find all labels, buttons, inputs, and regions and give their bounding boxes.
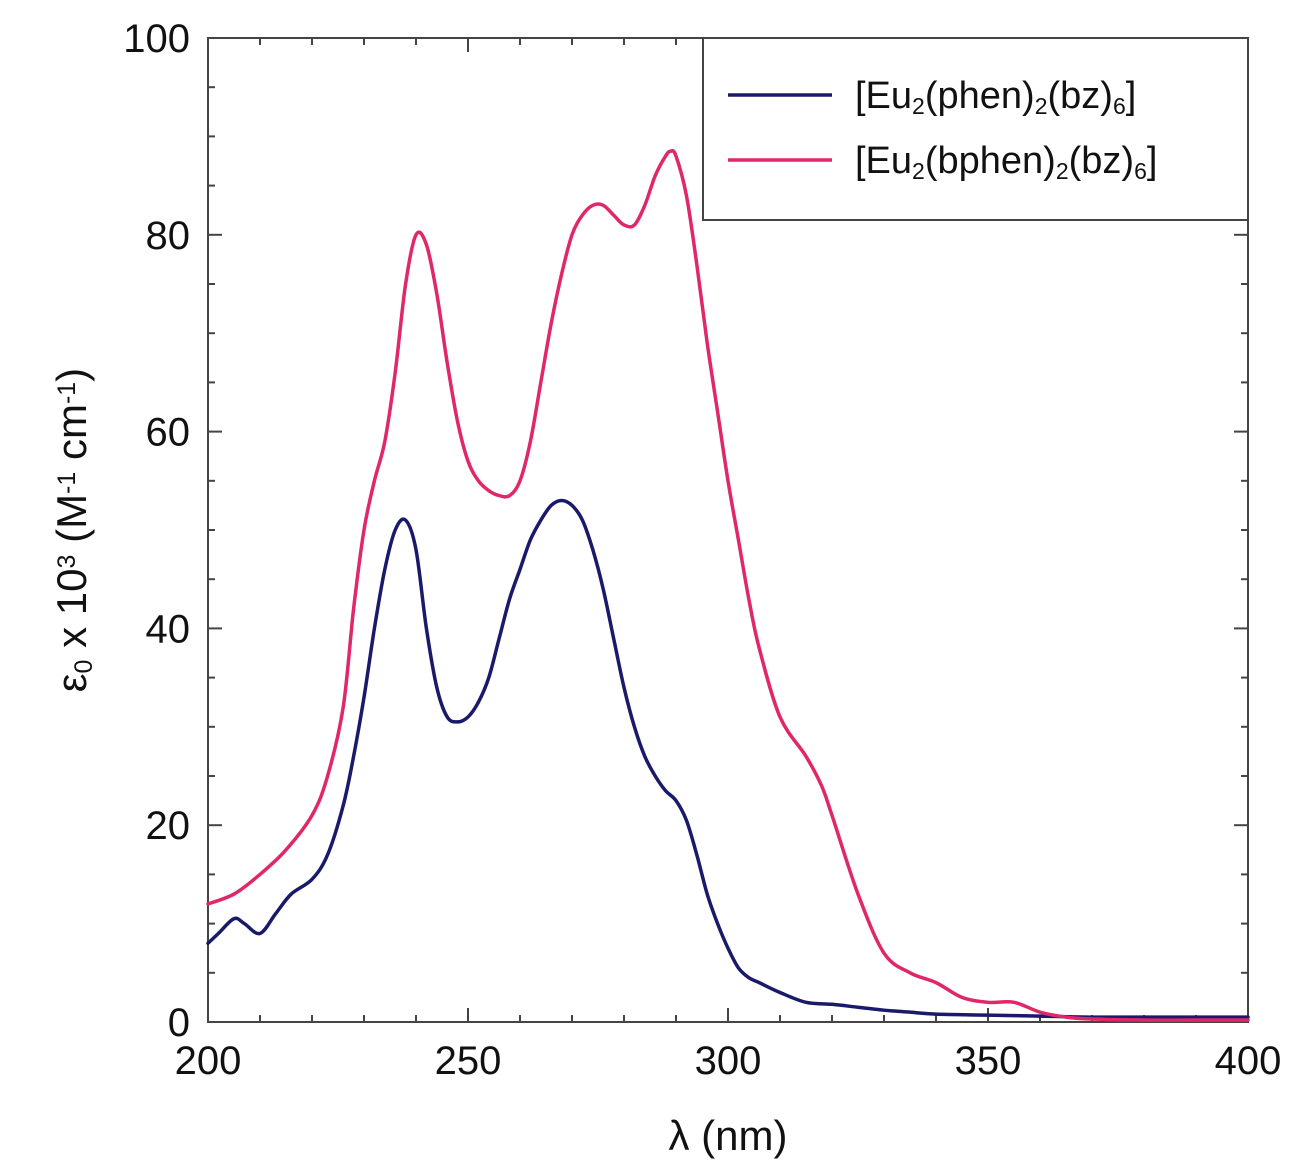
label-part: -1 bbox=[53, 382, 81, 404]
x-tick-label: 350 bbox=[955, 1039, 1022, 1083]
label-part: 2 bbox=[912, 158, 925, 184]
label-part: ε bbox=[48, 673, 95, 692]
y-axis-title: ε0 x 103 (M-1 cm-1) bbox=[48, 368, 98, 692]
label-part: cm bbox=[48, 404, 95, 472]
x-axis-title: λ (nm) bbox=[669, 1112, 788, 1159]
series-lines bbox=[206, 149, 1250, 1022]
label-part: 6 bbox=[1134, 158, 1147, 184]
label-part: 2 bbox=[912, 93, 925, 119]
legend-box bbox=[702, 37, 1249, 221]
label-part: ) bbox=[48, 368, 95, 382]
label-part: -1 bbox=[53, 472, 81, 494]
label-part: 2 bbox=[1056, 158, 1069, 184]
label-part: (M bbox=[48, 494, 95, 555]
y-tick-label: 0 bbox=[168, 1001, 190, 1045]
label-part: 3 bbox=[53, 555, 81, 569]
label-part: [Eu bbox=[855, 140, 912, 182]
label-part: (bphen) bbox=[925, 140, 1056, 182]
x-tick-label: 300 bbox=[695, 1039, 762, 1083]
series-line-1 bbox=[206, 149, 1250, 1022]
legend: [Eu2(phen)2(bz)6][Eu2(bphen)2(bz)6] bbox=[702, 37, 1249, 221]
label-part: ] bbox=[1126, 75, 1137, 117]
label-part: x 10 bbox=[48, 568, 95, 659]
y-tick-label: 40 bbox=[146, 607, 191, 651]
label-part: [Eu bbox=[855, 75, 912, 117]
label-part: ] bbox=[1147, 140, 1158, 182]
x-tick-label: 400 bbox=[1215, 1039, 1282, 1083]
label-part: 6 bbox=[1113, 93, 1126, 119]
x-tick-label: 250 bbox=[435, 1039, 502, 1083]
y-tick-label: 80 bbox=[146, 214, 191, 258]
series-line-0 bbox=[206, 498, 1250, 1019]
x-tick-label: 200 bbox=[175, 1039, 242, 1083]
y-tick-label: 100 bbox=[123, 17, 190, 61]
y-tick-label: 60 bbox=[146, 411, 191, 455]
tick-labels: 200 250 300 350 400 0 20 40 60 80 100 bbox=[123, 17, 1281, 1083]
legend-label-1: [Eu2(bphen)2(bz)6] bbox=[855, 140, 1157, 184]
label-part: 0 bbox=[70, 660, 98, 674]
label-part: (bz) bbox=[1047, 75, 1112, 117]
label-part: 2 bbox=[1035, 93, 1048, 119]
label-part: (phen) bbox=[925, 75, 1035, 117]
label-part: (bz) bbox=[1069, 140, 1134, 182]
legend-label-0: [Eu2(phen)2(bz)6] bbox=[855, 75, 1136, 119]
y-tick-label: 20 bbox=[146, 804, 191, 848]
